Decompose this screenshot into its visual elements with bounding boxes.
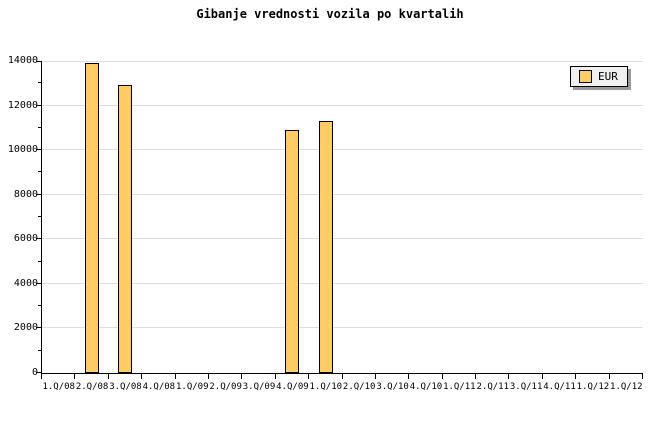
x-axis-tick [174,373,176,379]
x-axis-label: 3.Q/11 [509,382,543,392]
x-axis-label: 2.Q/10 [342,382,376,392]
x-axis-tick [408,373,410,379]
x-axis-label: 1.Q/11 [443,382,476,392]
y-axis-label: 10000 [7,144,38,155]
chart-title: Gibanje vrednosti vozila po kvartalih [196,7,464,21]
gridline [42,105,643,106]
y-axis-label: 2000 [13,322,38,333]
x-axis-tick [241,373,243,379]
x-axis-tick [141,373,143,379]
x-axis-label: 1.Q/08 [42,382,75,392]
y-axis-minor-tick [38,127,42,128]
x-axis-tick [508,373,510,379]
bar [85,63,100,373]
y-axis-major-tick [36,372,42,373]
y-axis-minor-tick [38,82,42,83]
x-axis-label: 3.Q/10 [376,382,409,392]
x-axis-label: 1.Q/10 [309,382,343,392]
x-axis-tick [74,373,76,379]
y-axis-minor-tick [38,261,42,262]
x-axis-tick [608,373,610,379]
x-axis-tick [41,373,42,379]
x-axis-tick [308,373,310,379]
y-axis-minor-tick [38,305,42,306]
x-axis-label: 2.Q/08 [75,382,109,392]
x-axis-tick [207,373,209,379]
y-axis-major-tick [36,238,42,239]
y-axis-major-tick [36,149,42,150]
x-axis-label: 1.Q/12 [610,382,643,392]
x-axis-label: 3.Q/08 [109,382,142,392]
x-axis-tick [341,373,343,379]
y-axis-label: 12000 [7,100,38,111]
gridline [42,283,643,284]
gridline [42,327,643,328]
y-axis-label: 0 [31,367,38,378]
x-axis-tick [575,373,577,379]
x-axis-label: 1.Q/09 [175,382,209,392]
x-axis-label: 4.Q/09 [276,382,309,392]
x-axis-tick [642,373,643,379]
x-axis-label: 1.Q/12 [576,382,610,392]
bar [118,85,133,373]
legend-box: EUR [570,66,628,87]
x-axis-label: 2.Q/09 [209,382,242,392]
legend-swatch-icon [579,70,592,83]
gridline [42,149,643,150]
y-axis-label: 8000 [13,189,38,200]
x-axis-tick [441,373,443,379]
legend-label: EUR [598,70,618,83]
y-axis-label: 4000 [13,278,38,289]
y-axis-major-tick [36,194,42,195]
y-axis-minor-tick [38,216,42,217]
x-axis-tick [475,373,477,379]
x-axis-label: 2.Q/11 [476,382,509,392]
x-axis-label: 4.Q/08 [142,382,176,392]
y-axis-major-tick [36,105,42,106]
y-axis-minor-tick [38,171,42,172]
x-axis-tick [374,373,376,379]
x-axis-label: 4.Q/11 [543,382,576,392]
x-axis-tick [541,373,543,379]
y-axis-label: 14000 [7,55,38,66]
y-axis-major-tick [36,283,42,284]
gridline [42,238,643,239]
x-axis-label: 4.Q/10 [409,382,443,392]
y-axis-major-tick [36,327,42,328]
x-axis-tick [107,373,109,379]
y-axis-minor-tick [38,350,42,351]
gridline [42,61,643,62]
plot-area: 0 2000 4000 6000 8000 10000 12000 14000 1.Q/08 2.… [8,55,643,392]
bar [285,130,300,373]
x-axis-tick [274,373,276,379]
gridline [42,194,643,195]
y-axis-major-tick [36,61,42,62]
bar [318,121,333,373]
y-axis-label: 6000 [13,233,38,244]
x-axis-label: 3.Q/09 [242,382,276,392]
